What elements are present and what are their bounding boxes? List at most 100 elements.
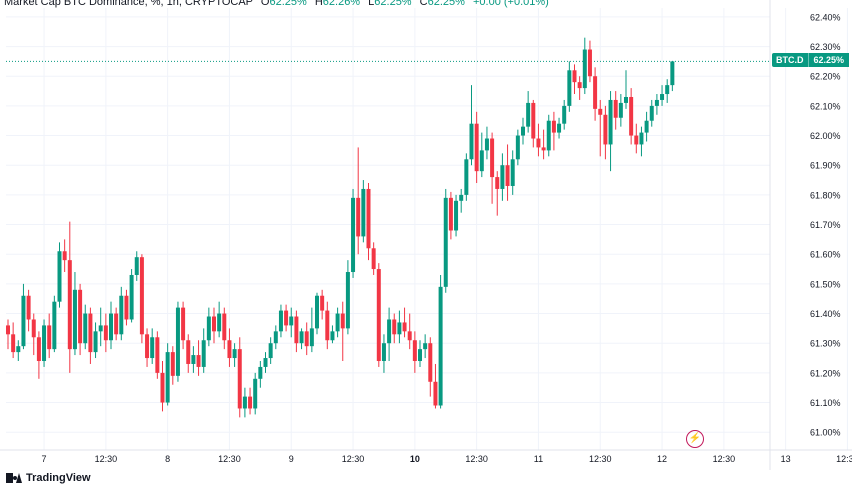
candle-body [36, 337, 41, 362]
candle-body [639, 132, 644, 145]
candle-body [531, 102, 536, 139]
candle-body [242, 396, 247, 409]
candle-body [654, 99, 659, 106]
candle-body [227, 340, 232, 359]
candle-body [299, 331, 304, 344]
candle-body [443, 197, 448, 287]
candle-body [294, 316, 299, 344]
candle-body [376, 269, 381, 362]
tradingview-brand[interactable]: TradingView [6, 472, 91, 484]
candle-body [371, 248, 376, 270]
candle-body [196, 355, 201, 367]
candle-body [557, 123, 562, 133]
candle-body [237, 349, 242, 409]
candle-body [660, 94, 665, 100]
candle-body [536, 138, 541, 148]
candle-body [222, 313, 227, 341]
candle-body [387, 319, 392, 344]
candle-body [634, 135, 639, 145]
candle-body [500, 165, 505, 189]
candle-body [212, 316, 216, 332]
candle-body [546, 120, 551, 151]
candle-body [206, 316, 211, 341]
close-value: 62.25% [427, 0, 465, 8]
x-tick-label: 12:30 [465, 454, 488, 464]
candle-body [165, 352, 170, 403]
tradingview-logo-icon [6, 473, 22, 483]
candle-body [469, 123, 474, 160]
candle-body [582, 49, 587, 89]
candle-body [407, 331, 412, 341]
candle-body [618, 102, 623, 118]
candle-body [6, 325, 10, 335]
candle-body [114, 313, 119, 335]
y-tick-label: 62.40% [810, 12, 841, 22]
candle-body [304, 331, 309, 347]
candle-body [670, 61, 675, 86]
x-tick-label: 12:30 [342, 454, 365, 464]
candle-body [418, 349, 422, 362]
y-tick-label: 61.80% [810, 190, 841, 200]
close-label: C [419, 0, 428, 8]
candle-body [103, 325, 108, 341]
candle-body [448, 197, 453, 231]
candle-body [381, 343, 386, 362]
candle-body [325, 310, 330, 341]
candle-body [309, 328, 314, 347]
candle-body [57, 251, 62, 302]
candle-body [170, 352, 175, 376]
candle-body [289, 316, 294, 326]
candle-body [26, 295, 31, 320]
candle-body [315, 295, 319, 329]
candle-body [438, 286, 443, 406]
candle-body [603, 114, 608, 145]
change-value: +0.00 (+0.01%) [472, 0, 549, 8]
candle-body [129, 274, 134, 320]
x-tick-label: 7 [42, 454, 47, 464]
candle-body [402, 322, 407, 332]
lightning-icon[interactable]: ⚡ [686, 430, 704, 448]
candle-body [428, 343, 433, 382]
candle-body [273, 331, 278, 344]
candle-body [134, 257, 139, 275]
y-tick-label: 61.20% [810, 368, 841, 378]
candle-body [490, 138, 495, 178]
candle-body [145, 334, 150, 359]
candle-body [175, 307, 180, 376]
candle-body [423, 343, 428, 350]
candle-body [16, 346, 21, 353]
candle-body [78, 289, 83, 344]
y-tick-label: 62.10% [810, 101, 841, 111]
candle-body [109, 313, 113, 341]
high-value: 62.26% [322, 0, 361, 8]
candle-body [124, 295, 129, 320]
y-tick-label: 61.90% [810, 161, 841, 171]
x-tick-label: 12:30 [95, 454, 118, 464]
candle-body [98, 325, 103, 332]
price-tag-value: 62.25% [807, 53, 850, 67]
candle-body [160, 372, 165, 403]
candle-body [464, 159, 469, 195]
candle-body [191, 355, 196, 364]
high-label: H [314, 0, 323, 8]
y-tick-label: 61.00% [810, 428, 841, 438]
candle-body [268, 343, 273, 359]
candle-body [608, 99, 613, 145]
candle-body [340, 313, 345, 329]
low-value: 62.25% [374, 0, 412, 8]
candle-body [510, 159, 515, 186]
y-tick-label: 61.10% [810, 398, 841, 408]
candle-body [258, 366, 263, 379]
x-tick-label: 12:30 [713, 454, 736, 464]
candle-body [119, 295, 124, 335]
x-tick-label: 10 [410, 454, 420, 464]
candle-body [541, 147, 546, 151]
symbol-title: Market Cap BTC Dominance, %, 1h, CRYPTOC… [4, 0, 253, 8]
candle-body [649, 105, 654, 121]
y-tick-label: 62.30% [810, 42, 841, 52]
candle-body [31, 319, 36, 338]
candle-body [21, 295, 26, 347]
candle-body [232, 349, 237, 359]
candle-body [454, 200, 459, 231]
